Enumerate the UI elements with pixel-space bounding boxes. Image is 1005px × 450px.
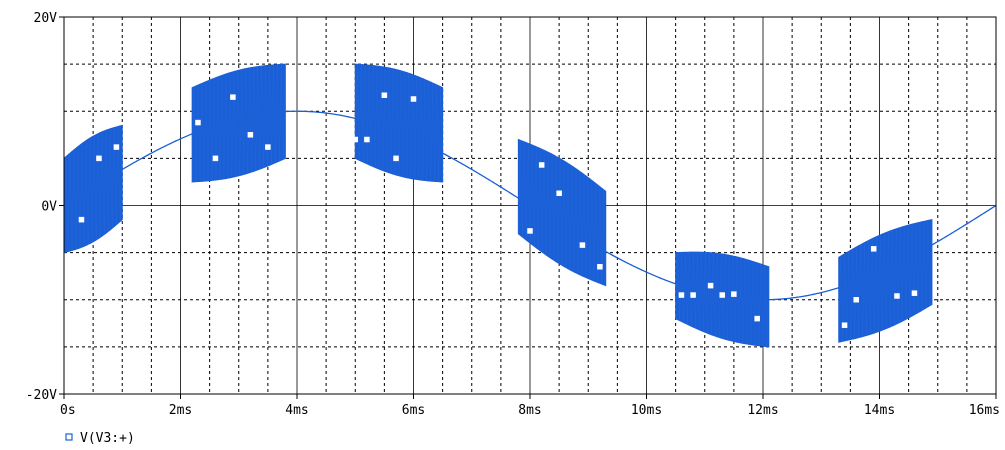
- oscillation-trace: [355, 64, 443, 182]
- series-point-marker: [556, 190, 562, 196]
- x-tick-label: 2ms: [169, 403, 192, 418]
- legend: V(V3:+): [65, 431, 135, 446]
- x-tick-label: 12ms: [747, 403, 778, 418]
- series-point-marker: [381, 92, 388, 98]
- series-point-marker: [731, 291, 737, 297]
- x-tick-label: 8ms: [518, 403, 541, 418]
- x-tick-label: 14ms: [864, 403, 895, 418]
- series-point-marker: [841, 322, 848, 328]
- series-point-marker: [352, 136, 358, 143]
- series-point-marker: [212, 155, 219, 162]
- y-axis-ticks: -20V 0V 20V: [26, 11, 64, 403]
- series-point-marker: [527, 228, 533, 234]
- oscillation-trace: [191, 64, 286, 182]
- x-tick-label: 4ms: [285, 403, 308, 418]
- series-point-marker: [870, 246, 877, 252]
- series-point-marker: [428, 188, 434, 195]
- x-tick-label: 10ms: [631, 403, 662, 418]
- oscillation-trace: [838, 219, 933, 343]
- series-point-marker: [96, 155, 102, 162]
- series-point-marker: [195, 119, 201, 126]
- series-point-marker: [247, 132, 254, 138]
- series-point-marker: [230, 94, 236, 100]
- series-point-marker: [393, 155, 399, 162]
- series-point-marker: [690, 292, 696, 298]
- y-tick-label: -20V: [26, 388, 57, 403]
- series-point-marker: [410, 96, 417, 102]
- x-tick-label: 16ms: [969, 403, 1000, 418]
- x-axis-ticks: 0s 2ms 4ms 6ms 8ms 10ms 12ms 14ms 16ms: [60, 394, 1000, 418]
- series-point-marker: [911, 290, 918, 296]
- oscillation-trace: [63, 125, 123, 253]
- series-point-marker: [754, 315, 760, 322]
- x-tick-label: 0s: [60, 403, 76, 418]
- series-point-marker: [894, 293, 900, 299]
- series-point-marker: [678, 292, 685, 298]
- square-marker-icon: [65, 433, 73, 441]
- series-markers: [78, 92, 918, 328]
- series-point-marker: [78, 216, 85, 223]
- series-point-marker: [719, 292, 725, 298]
- x-tick-label: 6ms: [402, 403, 425, 418]
- legend-label: V(V3:+): [80, 431, 135, 446]
- series-point-marker: [364, 136, 370, 143]
- series-v3: [63, 63, 997, 348]
- y-tick-label: 20V: [34, 11, 58, 26]
- series-point-marker: [265, 144, 271, 150]
- series-point-marker: [853, 297, 859, 303]
- series-point-marker: [579, 242, 586, 248]
- series-point-marker: [538, 162, 545, 168]
- series-point-marker: [597, 264, 603, 270]
- y-tick-label: 0V: [41, 200, 57, 215]
- oscillation-trace: [518, 140, 606, 286]
- series-point-marker: [707, 282, 714, 289]
- series-point-marker: [113, 144, 120, 150]
